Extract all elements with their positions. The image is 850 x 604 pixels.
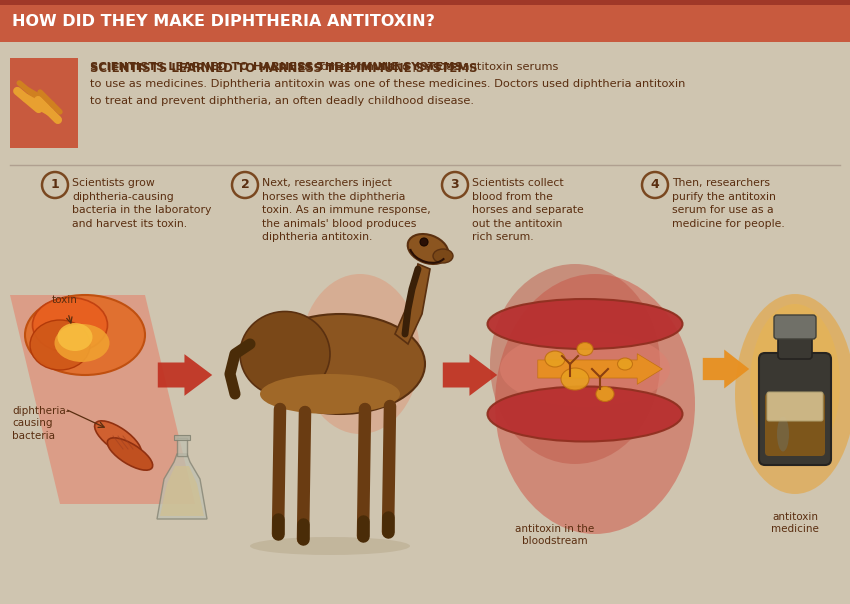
Text: Next, researchers inject
horses with the diphtheria
toxin. As an immune response: Next, researchers inject horses with the… xyxy=(262,178,431,242)
FancyArrowPatch shape xyxy=(703,350,749,388)
Polygon shape xyxy=(395,264,430,344)
Ellipse shape xyxy=(408,234,448,264)
FancyBboxPatch shape xyxy=(759,353,831,465)
FancyArrowPatch shape xyxy=(443,354,497,396)
Text: Scientists collect
blood from the
horses and separate
out the antitoxin
rich ser: Scientists collect blood from the horses… xyxy=(472,178,584,242)
Ellipse shape xyxy=(107,438,153,470)
Text: Scientists grow
diphtheria-causing
bacteria in the laboratory
and harvest its to: Scientists grow diphtheria-causing bacte… xyxy=(72,178,212,229)
Bar xyxy=(0,0,850,5)
Bar xyxy=(10,58,78,148)
Ellipse shape xyxy=(260,374,400,414)
Text: to use as medicines. Diphtheria antitoxin was one of these medicines. Doctors us: to use as medicines. Diphtheria antitoxi… xyxy=(90,79,685,89)
Ellipse shape xyxy=(255,314,425,414)
FancyArrowPatch shape xyxy=(538,354,662,384)
Text: 3: 3 xyxy=(450,179,459,191)
Ellipse shape xyxy=(561,368,589,390)
Ellipse shape xyxy=(240,312,330,396)
Ellipse shape xyxy=(750,304,840,464)
Bar xyxy=(174,435,190,440)
Bar xyxy=(177,438,187,456)
Ellipse shape xyxy=(617,358,632,370)
FancyBboxPatch shape xyxy=(765,393,825,456)
Ellipse shape xyxy=(735,294,850,494)
Text: antitoxin in the
bloodstream: antitoxin in the bloodstream xyxy=(515,524,595,547)
Circle shape xyxy=(42,172,68,198)
Ellipse shape xyxy=(433,249,453,263)
Ellipse shape xyxy=(488,299,683,349)
Ellipse shape xyxy=(30,320,90,370)
Text: Then, researchers
purify the antitoxin
serum for use as a
medicine for people.: Then, researchers purify the antitoxin s… xyxy=(672,178,785,229)
Ellipse shape xyxy=(490,264,660,464)
Text: HOW DID THEY MAKE DIPHTHERIA ANTITOXIN?: HOW DID THEY MAKE DIPHTHERIA ANTITOXIN? xyxy=(12,14,435,30)
Circle shape xyxy=(442,172,468,198)
Ellipse shape xyxy=(58,323,93,351)
Text: 4: 4 xyxy=(650,179,660,191)
Circle shape xyxy=(232,172,258,198)
Circle shape xyxy=(642,172,668,198)
Ellipse shape xyxy=(777,417,789,452)
Text: to treat and prevent diphtheria, an often deadly childhood disease.: to treat and prevent diphtheria, an ofte… xyxy=(90,96,474,106)
Polygon shape xyxy=(160,466,204,516)
Text: SCIENTISTS LEARNED TO HARNESS THE IMMUNE SYSTEMS: SCIENTISTS LEARNED TO HARNESS THE IMMUNE… xyxy=(90,62,462,72)
Ellipse shape xyxy=(596,387,614,402)
Ellipse shape xyxy=(488,387,683,442)
Ellipse shape xyxy=(25,295,145,375)
Ellipse shape xyxy=(32,298,107,353)
Text: of some animals to produce antitoxin serums: of some animals to produce antitoxin ser… xyxy=(90,62,558,72)
FancyBboxPatch shape xyxy=(767,392,823,421)
Ellipse shape xyxy=(94,421,141,457)
FancyArrowPatch shape xyxy=(158,354,212,396)
Text: diphtheria-
causing
bacteria: diphtheria- causing bacteria xyxy=(12,406,70,441)
Circle shape xyxy=(420,238,428,246)
Ellipse shape xyxy=(495,274,695,534)
Polygon shape xyxy=(10,295,195,504)
Bar xyxy=(0,5,850,42)
Ellipse shape xyxy=(577,342,593,356)
Text: toxin: toxin xyxy=(52,295,78,305)
FancyBboxPatch shape xyxy=(778,331,812,359)
Ellipse shape xyxy=(300,274,420,434)
Ellipse shape xyxy=(545,351,565,367)
FancyBboxPatch shape xyxy=(774,315,816,339)
Ellipse shape xyxy=(500,332,670,406)
Ellipse shape xyxy=(54,324,110,362)
Text: SCIENTISTS LEARNED TO HARNESS THE IMMUNE SYSTEMS: SCIENTISTS LEARNED TO HARNESS THE IMMUNE… xyxy=(90,62,478,75)
Text: antitoxin
medicine: antitoxin medicine xyxy=(771,512,819,535)
Polygon shape xyxy=(157,454,207,519)
Text: 2: 2 xyxy=(241,179,249,191)
Text: 1: 1 xyxy=(51,179,60,191)
Ellipse shape xyxy=(250,537,410,555)
